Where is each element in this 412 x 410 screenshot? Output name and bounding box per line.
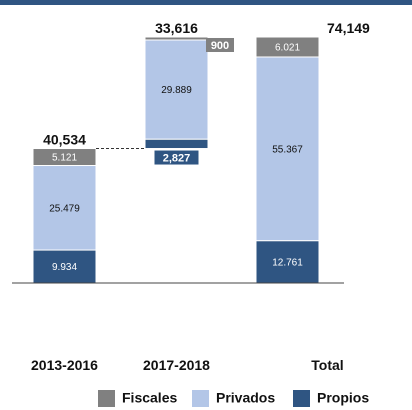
category-label-2013-2016: 2013-2016	[31, 357, 98, 373]
legend-swatch-privados	[192, 390, 209, 407]
bar-2017-2018-fiscales	[144, 36, 209, 41]
segment-label-2013-2016-fiscales: 5.121	[52, 153, 77, 164]
category-label-2017-2018: 2017-2018	[143, 357, 210, 373]
total-label-total: 74,149	[327, 20, 370, 36]
legend-swatch-fiscales	[98, 390, 115, 407]
legend-label-propios: Propios	[317, 390, 369, 406]
bar-2017-2018-propios	[144, 138, 209, 150]
callout-box-propios	[154, 150, 199, 165]
callout-label-fiscales: 900	[211, 40, 229, 52]
segment-label-total-propios: 12.761	[272, 257, 303, 268]
category-label-total: Total	[311, 357, 343, 373]
callout-label-propios: 2,827	[163, 152, 191, 164]
segment-label-total-fiscales: 6.021	[275, 43, 300, 54]
segment-label-2013-2016-propios: 9.934	[52, 262, 77, 273]
legend-label-fiscales: Fiscales	[122, 390, 177, 406]
bar-2013-2016-propios	[32, 249, 97, 284]
top-banner	[0, 0, 412, 5]
legend-label-privados: Privados	[216, 390, 275, 406]
segment-label-2013-2016-privados: 25.479	[49, 203, 80, 214]
segment-label-2017-2018-privados: 29.889	[161, 85, 192, 96]
segment-label-total-privados: 55.367	[272, 144, 303, 155]
bar-total-privados	[255, 56, 320, 242]
total-label-2017-2018: 33,616	[155, 20, 198, 36]
callout-box-fiscales	[206, 37, 234, 52]
total-label-2013-2016: 40,534	[43, 132, 86, 148]
bar-total-fiscales	[255, 36, 320, 58]
bar-2017-2018-privados	[144, 39, 209, 140]
bar-2013-2016-fiscales	[32, 148, 97, 167]
bar-2013-2016-privados	[32, 165, 97, 251]
legend-swatch-propios	[293, 390, 310, 407]
